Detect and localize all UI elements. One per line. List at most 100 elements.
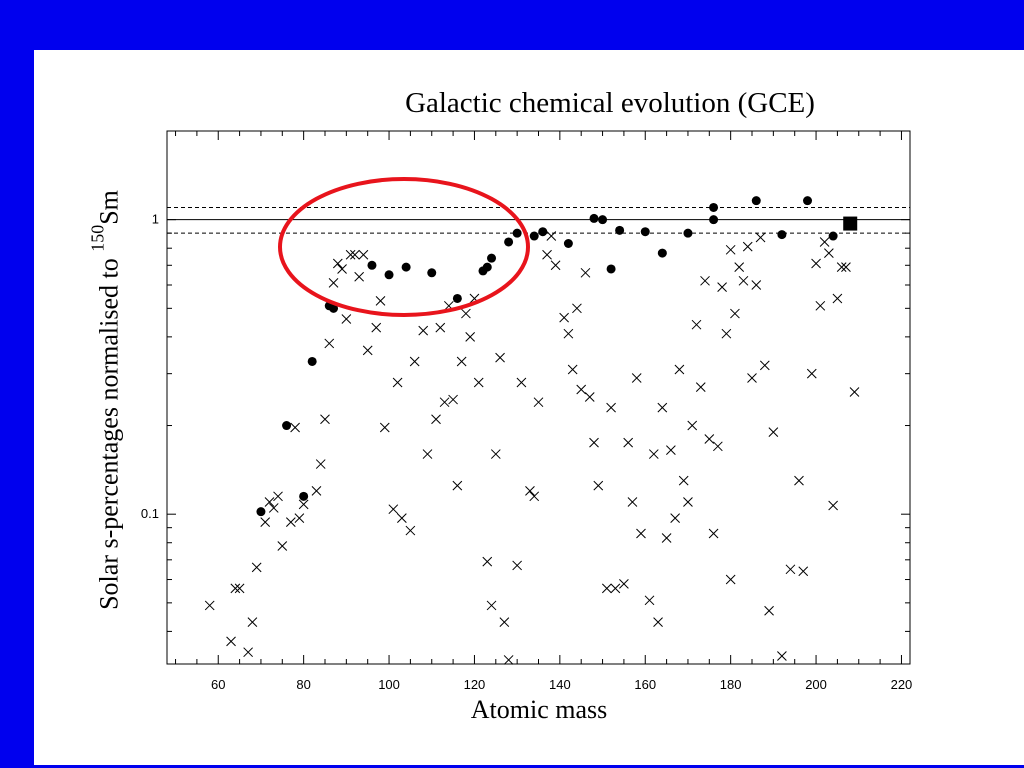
data-point-cross bbox=[601, 583, 612, 594]
cross-stroke bbox=[708, 528, 719, 539]
data-point-cross bbox=[708, 528, 719, 539]
data-point-cross bbox=[695, 382, 706, 392]
cross-stroke bbox=[559, 312, 569, 323]
cross-stroke bbox=[431, 414, 441, 425]
cross-stroke bbox=[811, 258, 821, 269]
data-point-cross bbox=[806, 368, 817, 379]
cross-stroke bbox=[636, 528, 646, 539]
cross-stroke bbox=[734, 262, 745, 272]
data-point-cross bbox=[717, 282, 727, 293]
y-tick-label: 1 bbox=[152, 212, 159, 227]
cross-stroke bbox=[768, 427, 779, 437]
cross-stroke bbox=[567, 364, 578, 375]
cross-stroke bbox=[350, 249, 360, 260]
data-point-cross bbox=[836, 262, 847, 272]
data-point-cross bbox=[542, 249, 552, 260]
cross-stroke bbox=[678, 475, 689, 486]
data-point-cross bbox=[832, 293, 843, 304]
data-point-cross bbox=[397, 513, 407, 523]
data-point-cross bbox=[358, 249, 369, 260]
data-point-cross bbox=[230, 583, 241, 594]
data-point-cross bbox=[273, 491, 283, 502]
cross-stroke bbox=[828, 500, 838, 511]
data-point-cross bbox=[584, 392, 595, 402]
x-axis-label: Atomic mass bbox=[470, 695, 608, 724]
data-point-cross bbox=[841, 262, 851, 272]
data-point-circle bbox=[538, 227, 548, 237]
data-point-circle bbox=[615, 225, 625, 235]
data-point-circle bbox=[657, 248, 667, 258]
data-point-cross bbox=[452, 480, 463, 491]
data-point-cross bbox=[529, 491, 540, 502]
cross-stroke bbox=[610, 583, 621, 594]
cross-stroke bbox=[311, 486, 322, 496]
cross-stroke bbox=[700, 275, 710, 286]
cross-stroke bbox=[230, 583, 241, 594]
data-point-cross bbox=[465, 332, 476, 342]
data-point-circle bbox=[307, 356, 317, 366]
cross-stroke bbox=[332, 258, 343, 269]
chart-axes: 60 80 100 120 140 160 180 200 220 0.1 1 bbox=[141, 130, 912, 692]
data-point-cross bbox=[580, 267, 591, 278]
data-point-circle bbox=[482, 262, 492, 272]
data-point-circle bbox=[512, 228, 522, 238]
data-point-cross bbox=[243, 647, 253, 658]
cross-stroke bbox=[320, 414, 330, 425]
data-point-circle bbox=[427, 268, 437, 278]
cross-stroke bbox=[452, 480, 463, 491]
data-point-circle bbox=[683, 228, 693, 238]
data-point-cross bbox=[290, 422, 300, 433]
cross-stroke bbox=[371, 322, 382, 333]
data-point-cross bbox=[362, 345, 373, 356]
data-point-circle bbox=[401, 262, 411, 272]
data-point-cross bbox=[473, 377, 484, 388]
cross-stroke bbox=[324, 338, 335, 349]
data-point-cross bbox=[525, 486, 535, 496]
cross-stroke bbox=[742, 241, 753, 252]
data-point-circle bbox=[329, 303, 339, 313]
data-point-circle bbox=[367, 260, 377, 270]
cross-stroke bbox=[337, 264, 347, 274]
cross-stroke bbox=[550, 260, 561, 271]
data-point-cross bbox=[405, 525, 416, 536]
cross-stroke bbox=[298, 499, 309, 510]
cross-stroke bbox=[832, 293, 843, 304]
data-point-cross bbox=[759, 360, 770, 371]
cross-stroke bbox=[260, 517, 271, 527]
cross-stroke bbox=[345, 249, 356, 260]
data-point-circle bbox=[751, 196, 761, 206]
cross-stroke bbox=[580, 267, 591, 278]
cross-stroke bbox=[546, 231, 557, 241]
cross-stroke bbox=[725, 574, 736, 585]
data-point-cross bbox=[495, 352, 505, 363]
data-point-cross bbox=[482, 556, 493, 567]
data-point-cross bbox=[388, 504, 399, 515]
data-point-cross bbox=[627, 497, 638, 507]
data-point-cross bbox=[751, 280, 762, 290]
data-point-cross bbox=[576, 384, 587, 395]
slide-background bbox=[34, 50, 1024, 765]
data-point-cross bbox=[294, 513, 305, 523]
data-point-cross bbox=[234, 583, 245, 594]
cross-stroke bbox=[764, 605, 774, 616]
x-tick-label: 180 bbox=[720, 677, 742, 692]
cross-stroke bbox=[666, 445, 676, 455]
cross-stroke bbox=[576, 384, 587, 395]
data-point-cross bbox=[849, 387, 860, 397]
data-point-cross bbox=[644, 595, 655, 606]
data-point-cross bbox=[503, 655, 514, 665]
cross-stroke bbox=[653, 617, 663, 627]
cross-stroke bbox=[473, 377, 484, 388]
data-point-cross bbox=[648, 449, 659, 459]
data-point-cross bbox=[512, 560, 523, 571]
cross-stroke bbox=[525, 486, 535, 496]
data-point-circle bbox=[504, 237, 514, 247]
data-point-cross bbox=[725, 244, 736, 255]
cross-stroke bbox=[759, 360, 770, 371]
data-point-circle bbox=[256, 507, 266, 517]
data-point-cross bbox=[755, 232, 766, 243]
cross-stroke bbox=[657, 402, 668, 413]
cross-stroke bbox=[691, 319, 702, 330]
data-point-cross bbox=[704, 434, 715, 444]
